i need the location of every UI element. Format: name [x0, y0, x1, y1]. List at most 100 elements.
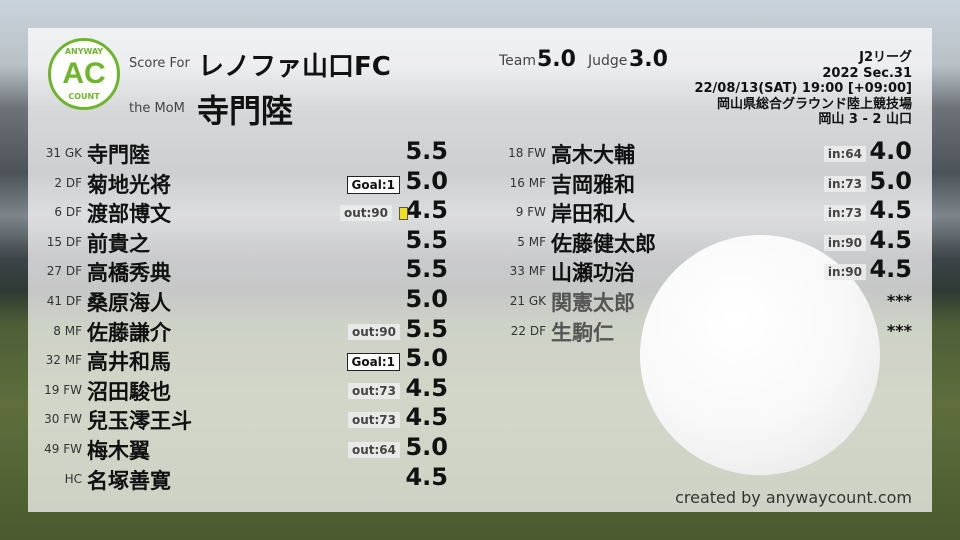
- player-row: 15 DF 前貴之 5.5: [28, 225, 448, 256]
- player-score: ***: [886, 291, 912, 310]
- player-name: 高木大輔: [551, 143, 635, 167]
- goal-badge: Goal:1: [346, 353, 400, 372]
- player-number-position: 18 FW: [508, 146, 546, 160]
- player-number-position: 21 GK: [509, 294, 546, 308]
- player-name: 兒玉澪王斗: [87, 409, 192, 434]
- player-number-position: 30 FW: [44, 412, 82, 427]
- player-number-position: 16 MF: [509, 175, 546, 190]
- logo-top-text: ANYWAY: [64, 47, 104, 56]
- player-row: 31 GK 寺門陸 5.5: [28, 137, 448, 167]
- player-number-position: 41 DF: [46, 294, 82, 308]
- player-row: 16 MF 吉岡雅和 5.0 in:73: [492, 166, 912, 197]
- result: 岡山 3 - 2 山口: [818, 112, 912, 127]
- player-number-position: 15 DF: [46, 234, 82, 249]
- substitution-badge: out:73: [347, 412, 400, 429]
- substitution-badge: out:90: [339, 205, 392, 222]
- goal-badge: Goal:1: [346, 175, 400, 194]
- player-score: 4.5: [405, 373, 448, 402]
- player-row: 9 FW 岸田和人 4.5 in:73: [492, 196, 912, 227]
- player-name: 岸田和人: [551, 202, 635, 227]
- season: 2022 Sec.31: [822, 65, 912, 81]
- player-row: 22 DF 生駒仁 ***: [492, 317, 912, 345]
- player-row: 41 DF 桑原海人 5.0: [28, 285, 448, 315]
- player-name: 生駒仁: [551, 320, 614, 345]
- player-name: 渡部博文: [87, 202, 171, 227]
- player-score: 4.5: [869, 196, 912, 225]
- player-score: 5.5: [405, 225, 448, 254]
- substitution-badge: out:90: [347, 323, 400, 340]
- player-number-position: 19 FW: [44, 382, 82, 397]
- player-score: 4.5: [405, 403, 448, 432]
- player-number-position: 22 DF: [510, 323, 546, 338]
- yellow-card-icon: [399, 207, 408, 221]
- player-score: 5.0: [405, 285, 448, 313]
- player-score: 4.5: [405, 196, 448, 225]
- player-row: 30 FW 兒玉澪王斗 4.5 out:73: [28, 403, 448, 434]
- substitution-badge: in:90: [823, 264, 866, 281]
- logo-main: AC: [62, 57, 106, 90]
- player-name: 佐藤謙介: [87, 320, 171, 345]
- anywaycount-logo: ANYWAY AC COUNT: [48, 38, 120, 110]
- player-score: 4.0: [869, 137, 912, 165]
- player-row: 21 GK 関憲太郎 ***: [492, 287, 912, 315]
- substitution-badge: in:73: [823, 175, 866, 192]
- player-number-position: 33 MF: [509, 264, 546, 279]
- player-row: 8 MF 佐藤謙介 5.5 out:90: [28, 314, 448, 345]
- judge-label: Judge: [588, 53, 628, 69]
- player-row: 27 DF 高橋秀典 5.5: [28, 255, 448, 286]
- score-for-label: Score For: [129, 56, 190, 71]
- player-name: 沼田駿也: [87, 379, 171, 404]
- player-row: 18 FW 高木大輔 4.0 in:64: [492, 137, 912, 167]
- mom-label: the MoM: [129, 101, 185, 116]
- team-label: Team: [499, 53, 537, 69]
- credit: created by anywaycount.com: [675, 488, 912, 507]
- team-score: 5.0: [537, 47, 576, 72]
- league: J2リーグ: [859, 50, 912, 65]
- score-panel: [28, 28, 932, 512]
- player-name: 高橋秀典: [87, 261, 171, 286]
- player-score: ***: [886, 320, 912, 340]
- substitution-badge: in:73: [823, 205, 866, 222]
- player-number-position: 49 FW: [44, 442, 82, 456]
- player-name: 菊地光将: [87, 172, 171, 197]
- substitution-badge: in:90: [823, 234, 866, 251]
- datetime: 22/08/13(SAT) 19:00 [+09:00]: [694, 81, 912, 96]
- player-number-position: 6 DF: [54, 205, 82, 220]
- player-score: 5.5: [405, 137, 448, 165]
- player-name: 関憲太郎: [551, 291, 635, 315]
- mom-name: 寺門陸: [197, 92, 294, 130]
- player-number-position: 2 DF: [54, 175, 82, 190]
- player-score: 5.5: [405, 314, 448, 343]
- player-row: 6 DF 渡部博文 4.5 out:90: [28, 196, 448, 227]
- player-row: 32 MF 高井和馬 5.0 Goal:1: [28, 344, 448, 375]
- player-score: 5.0: [405, 166, 448, 195]
- player-score: 4.5: [869, 255, 912, 284]
- team-name: レノファ山口FC: [198, 52, 391, 82]
- match-info: J2リーグ 2022 Sec.31 22/08/13(SAT) 19:00 [+…: [694, 50, 912, 128]
- player-score: 5.5: [405, 255, 448, 284]
- player-number-position: 5 MF: [517, 234, 546, 249]
- logo-bottom-text: COUNT: [68, 92, 100, 101]
- player-name: 桑原海人: [87, 291, 171, 315]
- player-name: 名塚善寛: [87, 468, 171, 493]
- substitution-badge: in:64: [823, 146, 866, 162]
- player-row: 49 FW 梅木翼 5.0 out:64: [28, 433, 448, 463]
- player-score: 5.0: [405, 433, 448, 461]
- player-name: 山瀬功治: [551, 261, 635, 286]
- player-row: 5 MF 佐藤健太郎 4.5 in:90: [492, 226, 912, 256]
- player-number-position: 31 GK: [45, 146, 82, 160]
- player-row: 19 FW 沼田駿也 4.5 out:73: [28, 373, 448, 404]
- venue: 岡山県総合グラウンド陸上競技場: [716, 96, 912, 112]
- player-number-position: 32 MF: [45, 353, 82, 368]
- player-number-position: 27 DF: [46, 264, 82, 279]
- player-score: 5.0: [869, 166, 912, 195]
- player-row: 33 MF 山瀬功治 4.5 in:90: [492, 255, 912, 286]
- player-score: 5.0: [405, 344, 448, 373]
- player-number-position: HC: [64, 471, 82, 486]
- player-name: 佐藤健太郎: [551, 231, 656, 256]
- player-name: 高井和馬: [87, 350, 171, 375]
- player-name: 寺門陸: [87, 143, 150, 167]
- player-number-position: 9 FW: [515, 205, 546, 220]
- substitution-badge: out:64: [347, 442, 400, 458]
- player-score: 4.5: [405, 462, 448, 491]
